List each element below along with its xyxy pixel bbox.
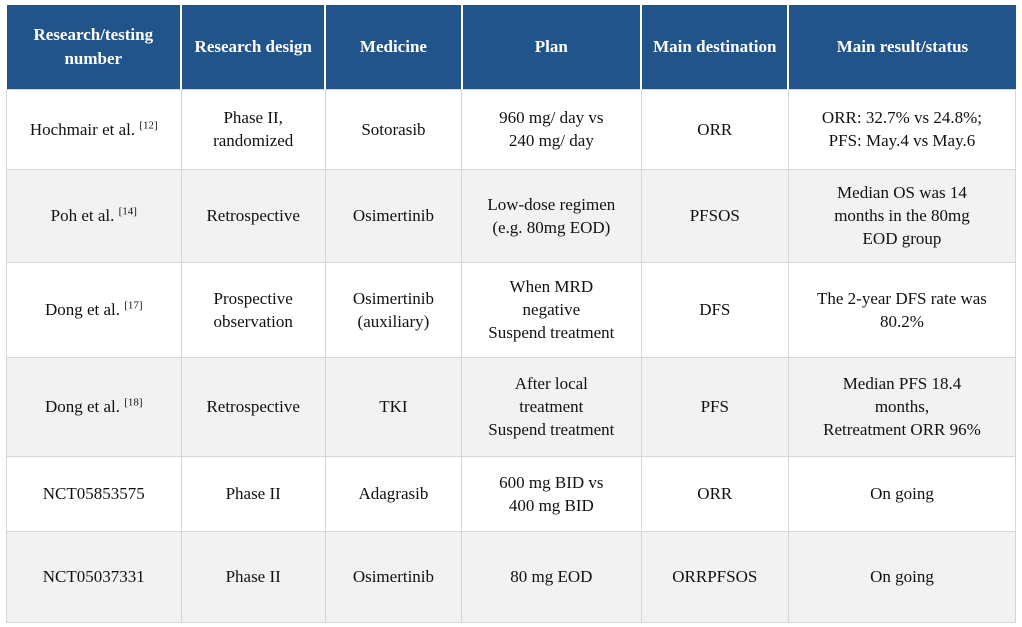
citation-ref: [18] [124, 396, 143, 409]
table-cell: Osimertinib [324, 168, 463, 263]
column-header: Medicine [325, 5, 463, 90]
table-cell: PFS [640, 356, 789, 457]
table-cell: Median OS was 14 months in the 80mg EOD gr… [787, 168, 1017, 263]
column-header: Research/testing number [6, 5, 183, 90]
column-header: Main result/status [788, 5, 1016, 90]
table-cell: DFS [640, 261, 789, 358]
citation-ref: [14] [118, 205, 137, 218]
column-header: Main destination [641, 5, 790, 90]
table-cell: When MRD negative Suspend treatment [461, 261, 642, 358]
table-cell: ORR [640, 455, 789, 532]
table-cell: 80 mg EOD [461, 530, 642, 623]
table-cell: ORR: 32.7% vs 24.8%; PFS: May.4 vs May.6 [787, 88, 1017, 170]
table-cell: ORR [640, 88, 789, 170]
table-cell: 960 mg/ day vs 240 mg/ day [461, 88, 642, 170]
clinical-trials-table: Research/testing number Research design Me… [6, 5, 1017, 623]
citation-ref: [17] [124, 299, 143, 312]
table-body: Hochmair et al. [12] Phase II, randomized S… [6, 88, 1017, 623]
table-cell: ORRPFSOS [640, 530, 789, 623]
table-cell: Sotorasib [324, 88, 463, 170]
table-cell: Osimertinib [324, 530, 463, 623]
citation-ref: [12] [139, 118, 158, 131]
table-cell: Median PFS 18.4 months, Retreatment ORR 96… [787, 356, 1017, 457]
table-cell: Retrospective [180, 356, 326, 457]
table-cell: After local treatment Suspend treatment [461, 356, 642, 457]
header-row: Research/testing number Research design Me… [6, 5, 1016, 90]
column-header: Research design [181, 5, 327, 90]
table-row: NCT05853575 Phase II Adagrasib 600 mg BID v… [6, 455, 1017, 532]
table-row: Dong et al. [17] Prospective observation Os… [6, 261, 1017, 358]
table-cell: PFSOS [640, 168, 789, 263]
table-cell: Retrospective [180, 168, 326, 263]
table-cell: Low-dose regimen (e.g. 80mg EOD) [461, 168, 642, 263]
table-row: Hochmair et al. [12] Phase II, randomized S… [6, 88, 1017, 170]
table-cell: Dong et al. [18] [6, 356, 182, 457]
table-row: NCT05037331 Phase II Osimertinib 80 mg EOD O… [6, 530, 1017, 623]
table-cell: On going [787, 530, 1017, 623]
table-cell: Poh et al. [14] [6, 168, 182, 263]
table-cell: Adagrasib [324, 455, 463, 532]
table-cell: Prospective observation [180, 261, 326, 358]
table-cell: Phase II [180, 530, 326, 623]
clinical-trials-table-container: Research/testing number Research design Me… [6, 5, 1017, 623]
table-cell: Hochmair et al. [12] [6, 88, 182, 170]
table-cell: The 2-year DFS rate was 80.2% [787, 261, 1017, 358]
table-row: Poh et al. [14] Retrospective Osimertinib L… [6, 168, 1017, 263]
table-row: Dong et al. [18] Retrospective TKI After lo… [6, 356, 1017, 457]
table-cell: NCT05037331 [6, 530, 182, 623]
table-cell: Osimertinib (auxiliary) [324, 261, 463, 358]
table-cell: Dong et al. [17] [6, 261, 182, 358]
column-header: Plan [461, 5, 643, 90]
table-cell: Phase II, randomized [180, 88, 326, 170]
table-cell: NCT05853575 [6, 455, 182, 532]
table-cell: On going [787, 455, 1017, 532]
table-cell: TKI [324, 356, 463, 457]
table-cell: Phase II [180, 455, 326, 532]
table-cell: 600 mg BID vs 400 mg BID [461, 455, 642, 532]
